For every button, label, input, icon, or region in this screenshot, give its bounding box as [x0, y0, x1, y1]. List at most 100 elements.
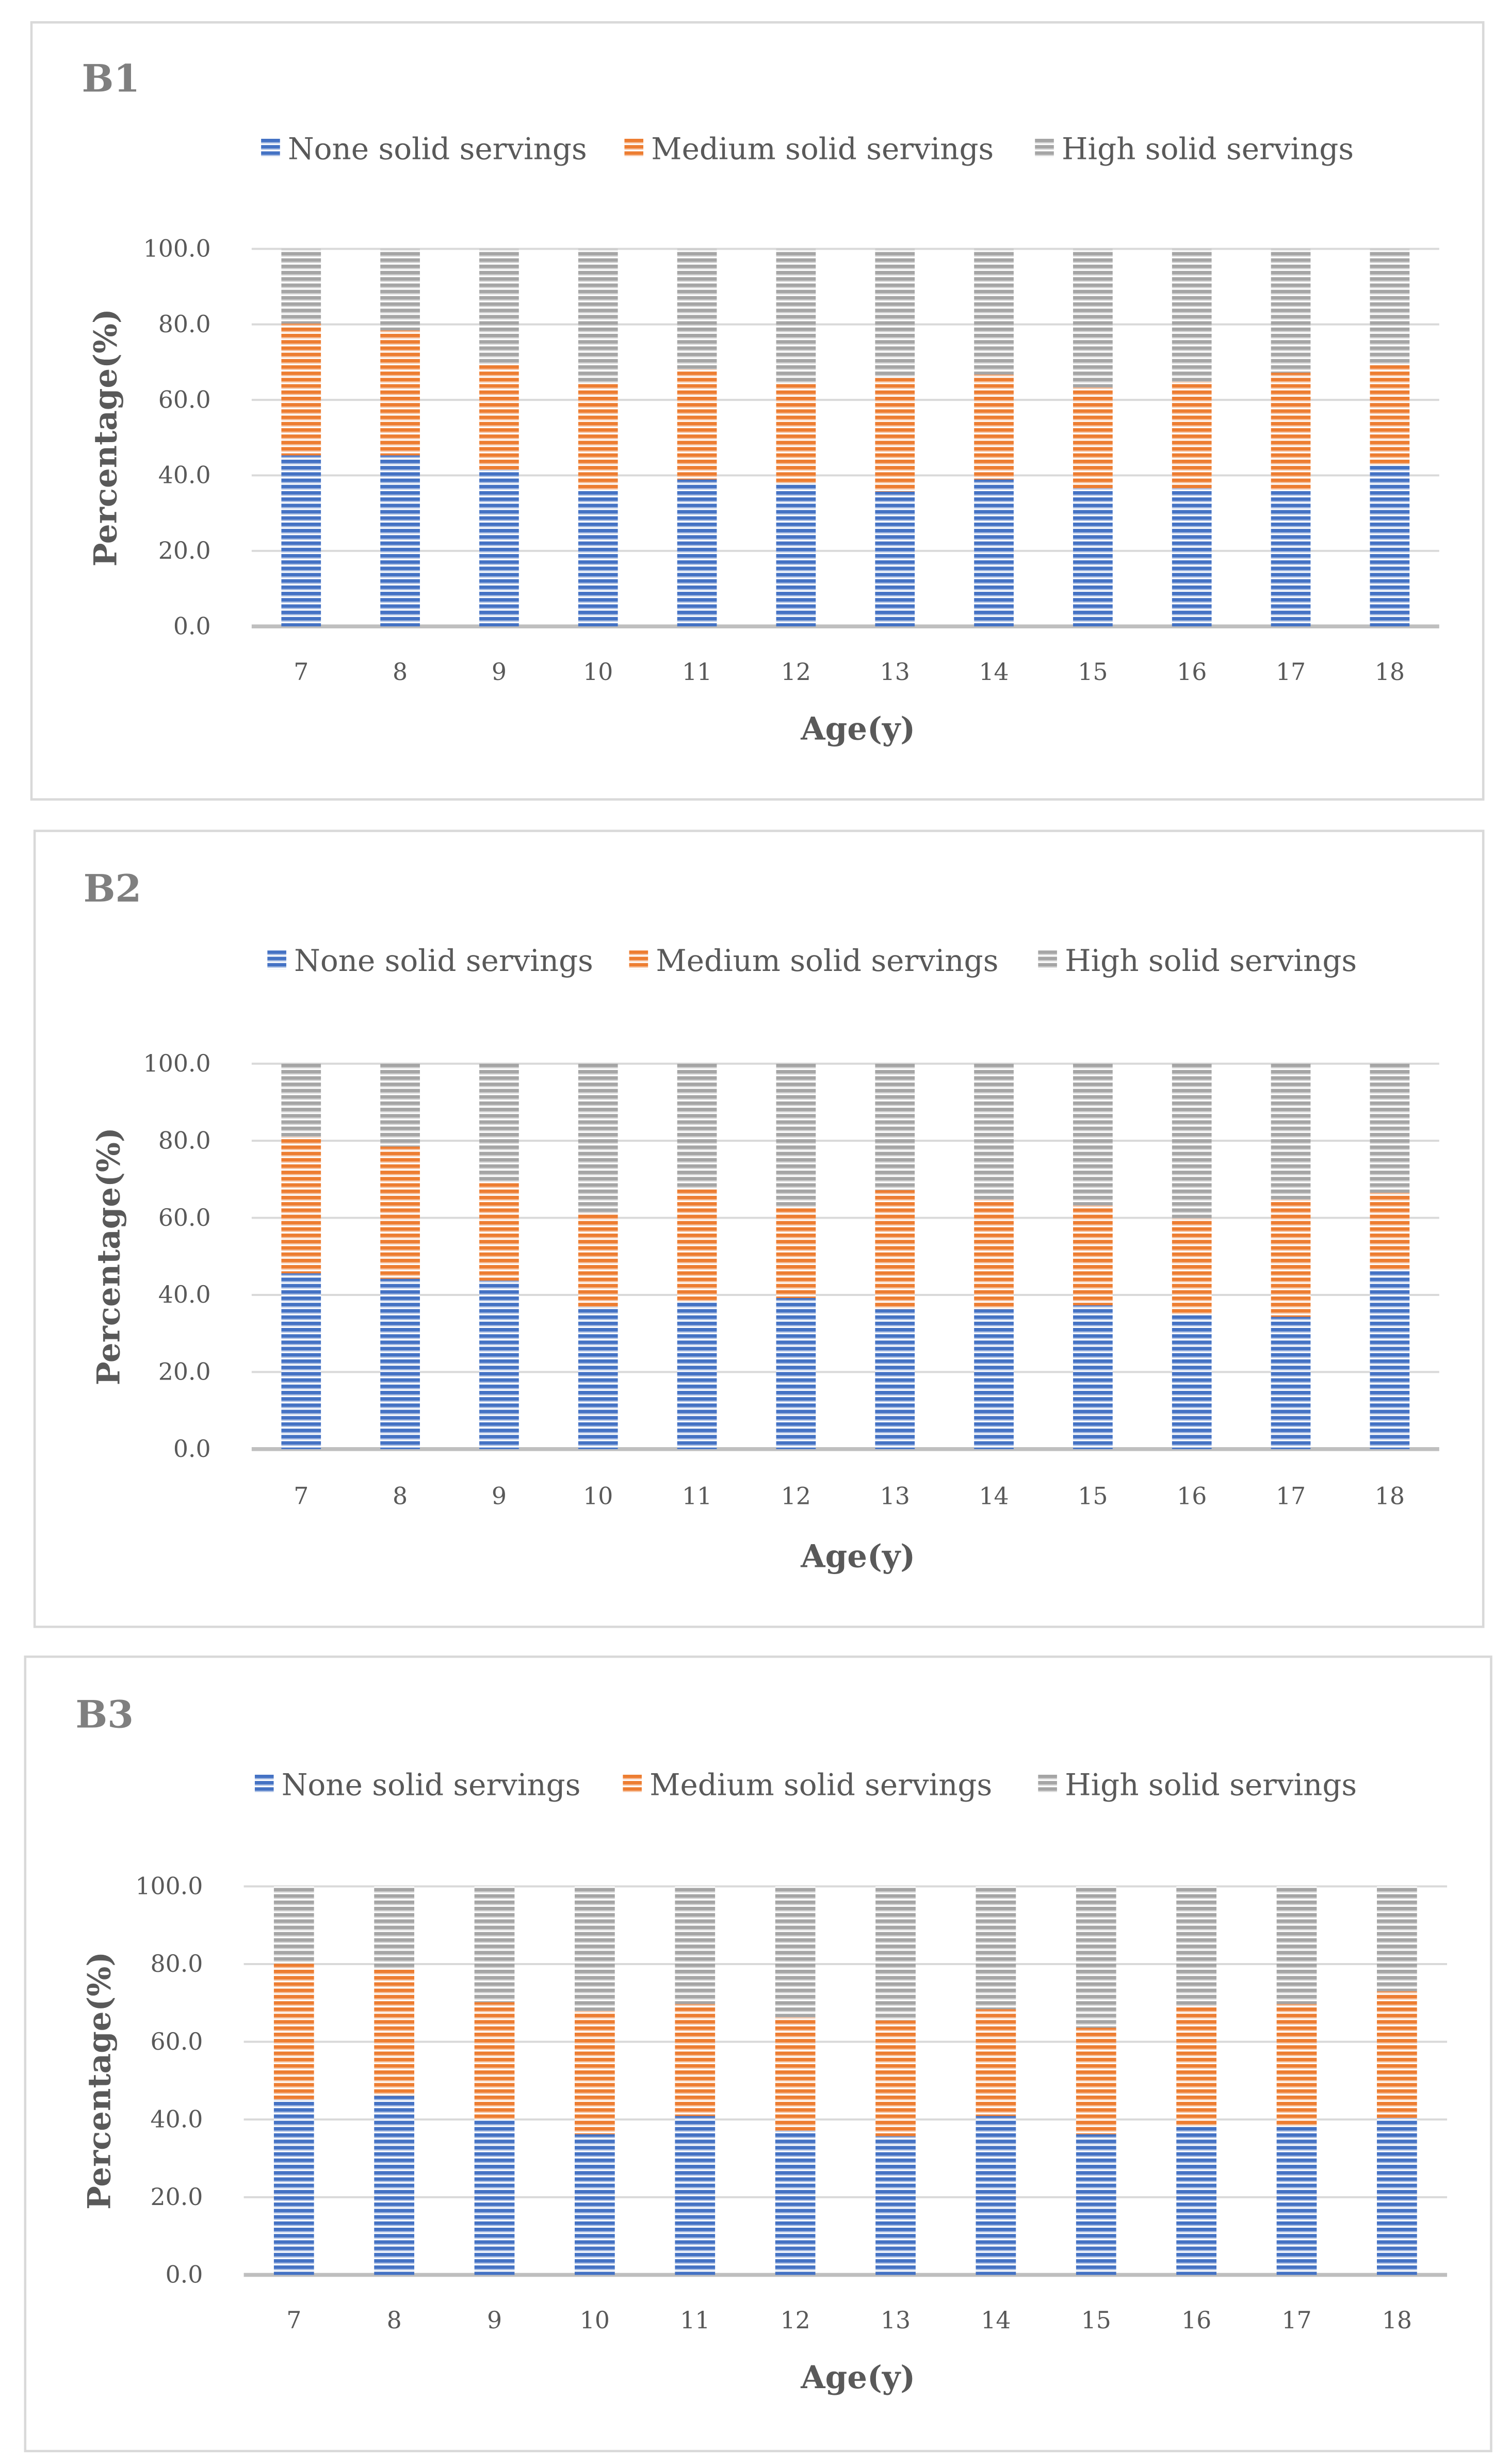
x-tick-label: 8	[393, 658, 408, 686]
x-tick-label: 16	[1177, 1482, 1207, 1510]
y-tick-label: 100.0	[143, 235, 211, 263]
bar-segment-high	[1370, 249, 1410, 364]
bar-segment-high	[1172, 249, 1212, 382]
x-axis-title: Age(y)	[800, 2359, 915, 2396]
bar-segment-none	[1172, 488, 1212, 627]
y-axis-title: Percentage(%)	[91, 1127, 127, 1385]
bar-segment-none	[1276, 2127, 1317, 2275]
bar-segment-none	[974, 1309, 1014, 1449]
bar-segment-high	[1370, 1063, 1410, 1193]
y-tick-label: 40.0	[158, 462, 211, 489]
bar-segment-medium	[875, 1190, 915, 1309]
bar-segment-high	[575, 1886, 615, 2012]
x-axis-title: Age(y)	[800, 711, 915, 748]
bar-segment-medium	[1073, 387, 1113, 489]
y-tick-label: 80.0	[158, 1127, 211, 1154]
bar-segment-high	[578, 249, 618, 384]
bar-segment-none	[1176, 2127, 1216, 2275]
x-tick-label: 15	[1078, 658, 1108, 686]
y-tick-label: 20.0	[158, 1358, 211, 1386]
bar-segment-none	[1271, 490, 1311, 627]
x-tick-label: 13	[880, 1482, 910, 1510]
x-tick-label: 10	[583, 658, 613, 686]
bar-segment-medium	[575, 2011, 615, 2134]
bar-segment-high	[1271, 1063, 1311, 1200]
bar-segment-medium	[875, 2020, 916, 2136]
bar-segment-none	[1376, 2118, 1417, 2275]
x-tick-label: 11	[680, 2307, 710, 2334]
bar-segment-medium	[875, 378, 915, 492]
bar-segment-medium	[1376, 1991, 1417, 2118]
legend-swatch	[261, 138, 280, 158]
bar-segment-medium	[976, 2009, 1016, 2116]
x-tick-label: 11	[682, 658, 712, 686]
x-tick-label: 16	[1181, 2307, 1211, 2334]
bar-segment-high	[479, 1063, 519, 1182]
bar-segment-none	[875, 491, 915, 627]
bar-segment-medium	[974, 375, 1014, 480]
y-tick-label: 0.0	[166, 2261, 203, 2289]
bar-segment-none	[1073, 488, 1113, 627]
x-tick-label: 12	[781, 2307, 810, 2334]
bar-segment-medium	[380, 1146, 420, 1279]
x-tick-label: 10	[583, 1482, 613, 1510]
bar-segment-high	[1172, 1063, 1212, 1219]
bar-segment-medium	[1076, 2028, 1116, 2134]
bar-segment-medium	[974, 1199, 1014, 1309]
bar-segment-medium	[1370, 1193, 1410, 1270]
x-tick-label: 18	[1375, 1482, 1405, 1510]
bar-segment-high	[380, 249, 420, 331]
bar-segment-none	[677, 479, 717, 627]
bar-segment-medium	[776, 383, 816, 483]
bar-segment-high	[1073, 1063, 1113, 1206]
chart-title: B1	[82, 57, 140, 101]
legend-swatch	[267, 950, 286, 969]
x-tick-label: 14	[981, 2307, 1011, 2334]
bar-segment-high	[974, 249, 1014, 375]
bar-segment-none	[1073, 1305, 1113, 1449]
bar-segment-none	[578, 1307, 618, 1449]
bar-segment-none	[776, 483, 816, 627]
legend-label: Medium solid servings	[650, 1768, 992, 1803]
bar-segment-medium	[1370, 364, 1410, 465]
bar-segment-none	[976, 2116, 1016, 2275]
bar-segment-none	[474, 2119, 515, 2275]
bar-segment-high	[974, 1063, 1014, 1200]
y-tick-label: 100.0	[143, 1050, 211, 1077]
bar-segment-medium	[1271, 372, 1311, 490]
bar-segment-none	[578, 490, 618, 627]
bar-segment-high	[675, 1886, 716, 2004]
y-tick-label: 20.0	[158, 537, 211, 564]
bar-segment-high	[875, 1063, 915, 1190]
bar-segment-medium	[1176, 2005, 1216, 2127]
y-tick-label: 100.0	[135, 1873, 203, 1900]
bar-segment-medium	[281, 1137, 321, 1274]
legend-label: None solid servings	[288, 132, 587, 167]
bar-segment-high	[677, 249, 717, 369]
y-tick-label: 80.0	[158, 311, 211, 338]
chart-panel-b2: B2 None solid servings Medium solid servin…	[33, 830, 1485, 1628]
bar-segment-high	[474, 1886, 515, 2002]
bar-segment-high	[776, 1063, 816, 1207]
bar-segment-medium	[776, 1207, 816, 1298]
bar-segment-medium	[374, 1969, 415, 2096]
bar-segment-medium	[479, 1182, 519, 1281]
bar-segment-none	[875, 2136, 916, 2275]
legend-label: Medium solid servings	[651, 132, 994, 167]
legend-swatch	[1038, 950, 1057, 969]
bar-segment-none	[479, 469, 519, 627]
legend-swatch	[254, 1774, 274, 1794]
chart-panel-b3: B3 None solid servings Medium solid servin…	[24, 1655, 1492, 2453]
x-tick-label: 15	[1081, 2307, 1111, 2334]
legend-label: None solid servings	[294, 943, 593, 978]
x-tick-label: 16	[1177, 658, 1207, 686]
bar-segment-none	[677, 1301, 717, 1449]
bar-segment-none	[775, 2131, 816, 2275]
bar-segment-high	[374, 1886, 415, 1969]
x-tick-label: 18	[1382, 2307, 1412, 2334]
bar-segment-high	[875, 1886, 916, 2021]
bar-segment-none	[374, 2096, 415, 2275]
y-tick-label: 80.0	[151, 1950, 203, 1977]
bar-segment-none	[380, 1278, 420, 1449]
bar-segment-none	[479, 1280, 519, 1449]
